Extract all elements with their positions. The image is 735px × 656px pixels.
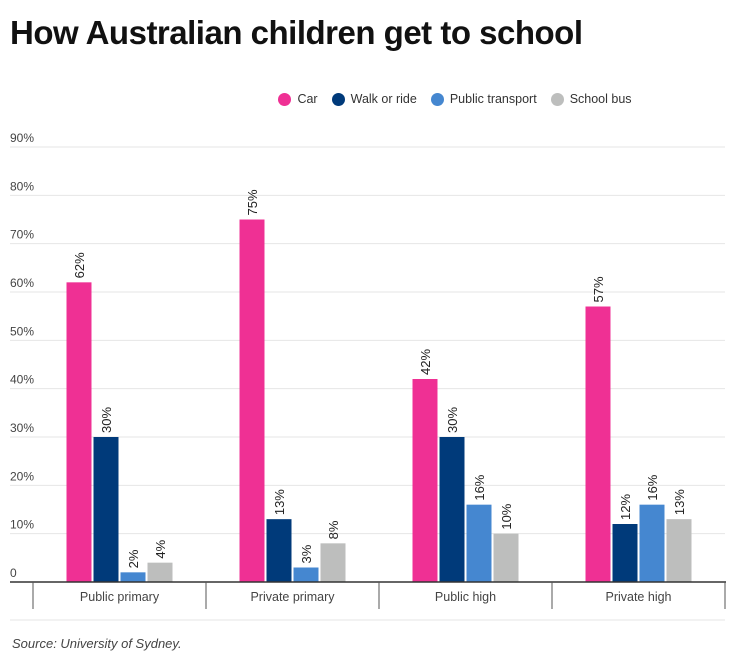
bar-walk-or-ride[interactable]: [266, 519, 292, 582]
legend-item[interactable]: Walk or ride: [331, 92, 417, 106]
y-tick-label: 0: [10, 566, 17, 580]
bar-walk-or-ride[interactable]: [93, 437, 119, 582]
bar-school-bus[interactable]: [666, 519, 692, 582]
data-label: 62%: [72, 252, 87, 278]
legend-item[interactable]: School bus: [550, 92, 632, 106]
bar-public-transport[interactable]: [639, 504, 665, 582]
bar-walk-or-ride[interactable]: [612, 524, 638, 582]
legend-label: Car: [297, 92, 318, 106]
bar-car[interactable]: [585, 306, 611, 583]
data-label: 30%: [445, 407, 460, 433]
data-label: 4%: [153, 539, 168, 558]
bar-public-transport[interactable]: [466, 504, 492, 582]
data-label: 16%: [645, 474, 660, 500]
legend-item[interactable]: Car: [278, 92, 318, 106]
legend-swatch-icon: [331, 92, 345, 106]
bar-walk-or-ride[interactable]: [439, 437, 465, 582]
data-label: 8%: [326, 520, 341, 539]
y-tick-label: 70%: [10, 228, 34, 242]
legend-label: School bus: [569, 92, 632, 106]
legend-swatch-icon: [430, 92, 444, 106]
data-labels: 62% 30% 2% 4% 75% 13% 3% 8% 42% 30% 16% 10% 57% 12% 16…: [72, 189, 687, 568]
y-tick-label: 50%: [10, 324, 34, 338]
data-label: 16%: [472, 474, 487, 500]
y-tick-label: 80%: [10, 179, 34, 193]
y-tick-label: 20%: [10, 469, 34, 483]
data-label: 75%: [245, 189, 260, 215]
y-tick-label: 30%: [10, 421, 34, 435]
legend-swatch-icon: [278, 92, 292, 106]
legend-label: Public transport: [449, 92, 537, 106]
data-label: 13%: [672, 489, 687, 515]
data-label: 2%: [126, 549, 141, 568]
data-label: 12%: [618, 494, 633, 520]
bar-public-transport[interactable]: [293, 567, 319, 583]
x-category-label: Public primary: [80, 590, 160, 604]
data-label: 57%: [591, 276, 606, 302]
y-tick-label: 10%: [10, 518, 34, 532]
bar-car[interactable]: [412, 379, 438, 582]
chart-title: How Australian children get to school: [10, 14, 583, 51]
y-axis-ticks: 0 10% 20% 30% 40% 50% 60% 70% 80% 90%: [10, 131, 34, 580]
y-tick-label: 60%: [10, 276, 34, 290]
x-category-label: Public high: [435, 590, 496, 604]
data-label: 10%: [499, 503, 514, 529]
legend-label: Walk or ride: [350, 92, 417, 106]
source-note: Source: University of Sydney.: [12, 636, 182, 651]
bar-school-bus[interactable]: [493, 533, 519, 582]
bar-public-transport[interactable]: [120, 572, 146, 582]
x-category-label: Private high: [605, 590, 671, 604]
legend: Car Walk or ride Public transport School bu…: [0, 92, 735, 106]
bar-car[interactable]: [239, 219, 265, 583]
legend-swatch-icon: [550, 92, 564, 106]
data-label: 3%: [299, 544, 314, 563]
bar-car[interactable]: [66, 282, 92, 582]
data-label: 42%: [418, 349, 433, 375]
data-label: 13%: [272, 489, 287, 515]
data-label: 30%: [99, 407, 114, 433]
legend-item[interactable]: Public transport: [430, 92, 537, 106]
bars: [66, 219, 692, 583]
y-tick-label: 90%: [10, 131, 34, 145]
x-axis: Public primary Private primary Public high…: [10, 581, 726, 621]
x-category-label: Private primary: [250, 590, 335, 604]
bar-school-bus[interactable]: [147, 562, 173, 582]
bar-school-bus[interactable]: [320, 543, 346, 582]
y-tick-label: 40%: [10, 373, 34, 387]
